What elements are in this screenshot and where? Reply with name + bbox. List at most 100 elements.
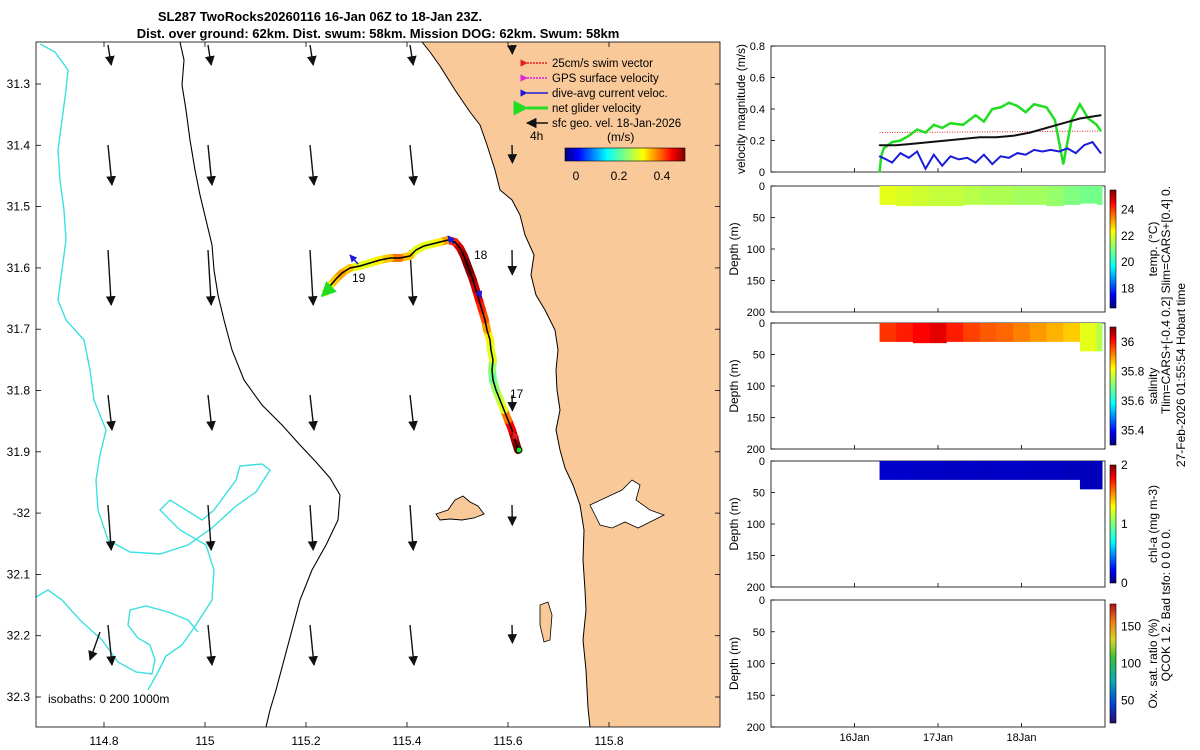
qc-text: QCOK 1 2. Bad tsfo: 0 0 0 0. <box>1159 529 1173 682</box>
section-data-cell <box>1013 461 1031 480</box>
map-y-tick-label: 31.9 <box>7 445 31 459</box>
section-data-cell <box>1063 186 1081 205</box>
limits-text: Tlim=CARS+[-0.4 0.2] Slim=CARS+[0.4] 0. <box>1159 186 1173 414</box>
title-line-1: SL287 TwoRocks20260116 16-Jan 06Z to 18-… <box>158 9 482 24</box>
geo-vector-arrow <box>88 631 101 661</box>
velocity-data-point <box>878 144 881 147</box>
section-y-axis-label: Depth (m) <box>727 497 741 550</box>
day-label-19: 19 <box>352 271 366 285</box>
section-data-cell <box>996 323 1014 342</box>
isobath-label: isobaths: 0 200 1000m <box>48 692 169 706</box>
geo-vector-arrow <box>106 394 116 431</box>
velocity-data-point <box>1041 150 1044 153</box>
velocity-data-point <box>1054 119 1056 121</box>
section-y-tick-label: 0 <box>759 318 765 330</box>
section-y-tick-label: 100 <box>747 244 765 256</box>
velocity-data-point <box>1074 152 1077 154</box>
section-data-cell <box>979 323 997 342</box>
velocity-data-point <box>1049 149 1052 151</box>
section-y-axis-label: Depth (m) <box>727 222 741 275</box>
colorbar-tick-label: 18 <box>1121 281 1135 295</box>
glider-track <box>320 235 523 454</box>
legend-gps-label: GPS surface velocity <box>552 73 659 85</box>
track-start-marker <box>515 446 523 454</box>
rottnest-island <box>435 495 485 521</box>
map-y-tick-label: 31.6 <box>7 261 31 275</box>
colorbar-tick-label: 2 <box>1121 458 1128 472</box>
velocity-data-point <box>882 147 885 150</box>
geo-vector-arrow <box>308 394 318 431</box>
section-y-tick-label: 150 <box>747 690 765 702</box>
map-cbar-tick-04: 0.4 <box>654 169 671 183</box>
velocity-data-point <box>941 127 943 129</box>
isobath-1000m <box>36 43 271 691</box>
velocity-data-point <box>983 120 985 123</box>
velocity-data-point <box>1062 163 1065 165</box>
velocity-data-point <box>1008 157 1010 159</box>
coastline <box>421 42 591 727</box>
velocity-data-point <box>924 168 927 170</box>
section-y-tick-label: 0 <box>759 456 765 468</box>
velocity-data-point <box>1024 111 1027 113</box>
section-data-cell <box>963 461 981 480</box>
velocity-series-line <box>879 114 1101 147</box>
section-data-cell <box>996 461 1014 480</box>
section-y-tick-label: 50 <box>753 488 765 500</box>
section-data-cell <box>1029 461 1048 480</box>
colorbar-tick-label: 1 <box>1121 517 1128 531</box>
colorbar-tick-label: 50 <box>1121 694 1135 708</box>
velocity-series-line <box>879 140 1102 171</box>
geo-vector-arrow <box>106 624 116 666</box>
colorbar-tick-label: 20 <box>1121 255 1135 269</box>
velocity-data-point <box>933 123 935 126</box>
section-data-cell <box>1029 186 1048 205</box>
section-data-cell <box>979 461 997 480</box>
velocity-data-point <box>991 163 994 165</box>
section-data-cell <box>979 186 997 205</box>
section-data-cell <box>1046 323 1064 342</box>
section-colorbar <box>1109 189 1117 309</box>
section-y-tick-label: 50 <box>753 627 765 639</box>
velocity-data-point <box>1024 153 1027 156</box>
legend-geo-label: sfc geo. vel. 18-Jan-2026 <box>552 118 681 130</box>
section-data-cell <box>963 186 981 205</box>
velocity-data-point <box>1100 130 1102 132</box>
velocity-data-point <box>885 158 888 161</box>
geo-vector-arrow <box>206 144 216 186</box>
section-data-cell <box>1079 186 1098 204</box>
section-data-cell <box>1063 323 1081 342</box>
velocity-data-point <box>895 144 898 147</box>
section-y-axis-label: Depth (m) <box>727 359 741 412</box>
swim-speed-line <box>879 130 1101 134</box>
velocity-data-point <box>949 155 952 158</box>
section-y-tick-label: 200 <box>747 722 765 734</box>
velocity-data-point <box>916 150 918 153</box>
time-tick-label: 16Jan <box>840 732 870 744</box>
velocity-data-point <box>924 131 927 134</box>
colorbar-tick-label: 22 <box>1121 229 1135 243</box>
velocity-data-point <box>1095 123 1098 126</box>
section-data-cell <box>929 186 947 207</box>
velocity-data-point <box>1016 105 1019 107</box>
map-x-tick-label: 115.4 <box>392 734 421 748</box>
velocity-data-point <box>1058 150 1060 153</box>
velocity-y-tick-label: 0 <box>759 167 765 179</box>
estuary <box>589 479 666 529</box>
map-colorbar-title: (m/s) <box>607 130 634 144</box>
time-axis: 16Jan 17Jan 18Jan <box>840 168 1036 744</box>
section-data-cell <box>946 186 964 207</box>
section-data-cell <box>946 461 964 480</box>
geo-vector-arrow <box>407 504 418 551</box>
geostrophic-vector-field <box>88 44 518 666</box>
map-x-tick-label: 115.2 <box>291 734 320 748</box>
geo-vector-arrow <box>206 624 216 666</box>
velocity-data-point <box>1079 103 1081 106</box>
section-data-cell <box>879 186 897 205</box>
section-data-cell <box>1079 323 1098 352</box>
map-panel: isobaths: 0 200 1000m 19 18 17 <box>36 42 720 727</box>
colorbar-tick-label: 24 <box>1121 203 1135 217</box>
section-y-tick-label: 100 <box>747 659 765 671</box>
velocity-data-point <box>962 123 964 126</box>
colorbar-label: temp. (°C) <box>1146 222 1160 277</box>
